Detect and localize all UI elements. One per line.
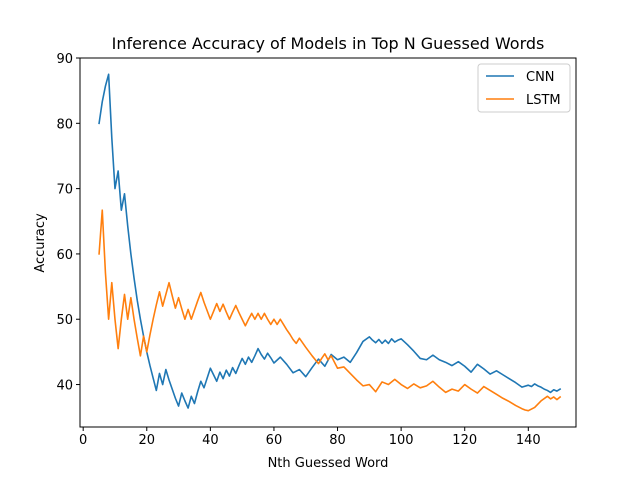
series-group [98, 73, 562, 412]
y-axis-label: Accuracy [33, 213, 48, 273]
x-tick-label: 140 [516, 433, 541, 448]
x-tick-label: 0 [79, 433, 87, 448]
legend: CNN LSTM [477, 63, 571, 113]
y-tick-label: 90 [56, 52, 73, 67]
series-line-cnn [98, 73, 562, 409]
x-axis-label: Nth Guessed Word [268, 456, 389, 471]
x-tick-label: 40 [202, 433, 219, 448]
series-line-lstm [98, 209, 562, 412]
y-tick-label: 80 [56, 117, 73, 132]
x-axis-ticks: 0 20 40 60 80 100 120 140 [79, 427, 541, 448]
x-tick-label: 120 [452, 433, 477, 448]
legend-label-cnn: CNN [526, 70, 555, 85]
legend-label-lstm: LSTM [526, 93, 561, 108]
plot-area [79, 57, 577, 428]
plot-frame [79, 57, 577, 428]
y-axis-ticks: 40 50 60 70 80 90 [56, 52, 80, 394]
y-tick-label: 50 [56, 313, 73, 328]
y-tick-label: 70 [56, 183, 73, 198]
x-tick-label: 100 [389, 433, 414, 448]
x-tick-label: 80 [329, 433, 346, 448]
x-tick-label: 60 [266, 433, 283, 448]
chart-title: Inference Accuracy of Models in Top N Gu… [112, 34, 545, 53]
y-tick-label: 60 [56, 248, 73, 263]
x-tick-label: 20 [138, 433, 155, 448]
y-tick-label: 40 [56, 379, 73, 394]
